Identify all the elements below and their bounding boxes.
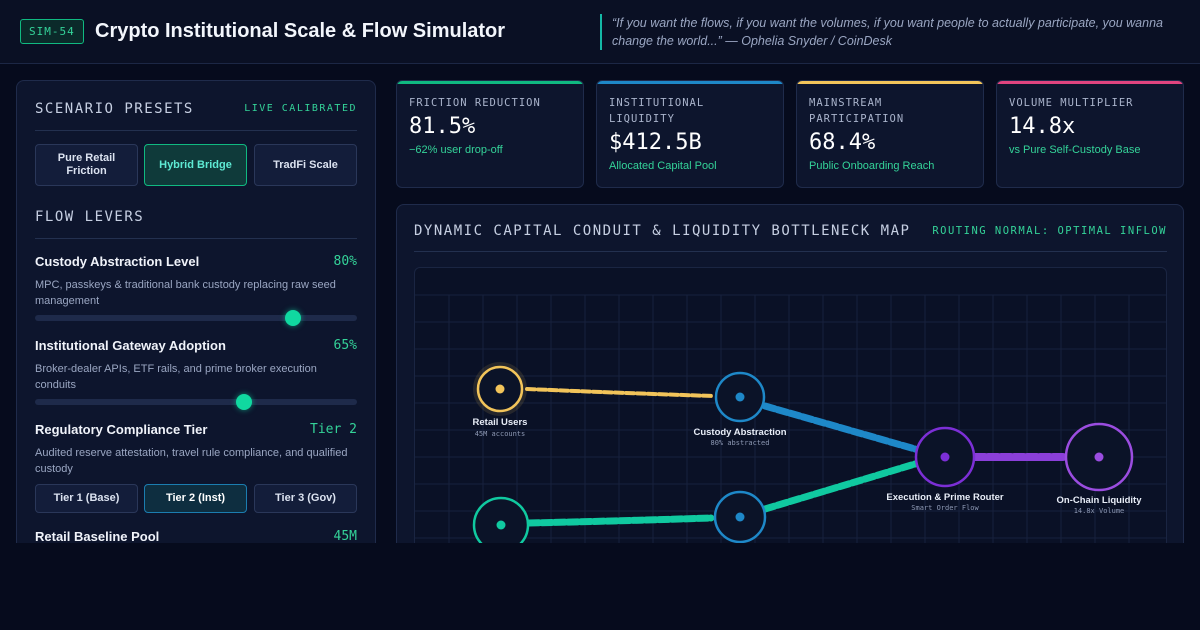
kpi-label: INSTITUTIONAL LIQUIDITY bbox=[609, 97, 705, 125]
onchain-liquidity-label: On-Chain Liquidity bbox=[1057, 495, 1143, 506]
custody-to-router-flow bbox=[761, 402, 919, 453]
gateway-lever-value: 65% bbox=[333, 338, 357, 353]
bottleneck-map-panel: DYNAMIC CAPITAL CONDUIT & LIQUIDITY BOTT… bbox=[396, 204, 1184, 564]
app-header: SIM-54 Crypto Institutional Scale & Flow… bbox=[0, 0, 1200, 64]
kpi-subtext: vs Pure Self-Custody Base bbox=[1009, 144, 1141, 156]
kpi-value: 68.4% bbox=[809, 130, 876, 155]
custody-slider[interactable] bbox=[35, 310, 357, 326]
kpi-friction-reduction: FRICTION REDUCTION 81.5% −62% user drop-… bbox=[396, 80, 584, 188]
flow-map-svg: Retail Users 45M accounts Custody Abstra… bbox=[415, 294, 1166, 563]
flow-map-canvas: Retail Users 45M accounts Custody Abstra… bbox=[414, 267, 1167, 563]
kpi-subtext: Public Onboarding Reach bbox=[809, 160, 935, 172]
retail-to-custody-flow bbox=[525, 387, 715, 398]
map-divider bbox=[414, 251, 1167, 252]
presets-title: SCENARIO PRESETS bbox=[35, 101, 194, 117]
execution-router-node[interactable]: Execution & Prime Router Smart Order Flo… bbox=[886, 426, 1004, 512]
kpi-mainstream-participation: MAINSTREAM PARTICIPATION 68.4% Public On… bbox=[796, 80, 984, 188]
page-bottom-backdrop bbox=[0, 543, 1200, 630]
custody-lever-desc: MPC, passkeys & traditional bank custody… bbox=[35, 279, 336, 307]
kpi-value: $412.5B bbox=[609, 130, 702, 155]
institutional-to-gateway-flow bbox=[525, 514, 715, 527]
custody-abstraction-sub: 80% abstracted bbox=[710, 439, 769, 447]
routing-status: ROUTING NORMAL: OPTIMAL INFLOW bbox=[932, 225, 1167, 237]
app-title: Crypto Institutional Scale & Flow Simula… bbox=[95, 20, 506, 42]
kpi-label: MAINSTREAM PARTICIPATION bbox=[809, 97, 905, 125]
map-title: DYNAMIC CAPITAL CONDUIT & LIQUIDITY BOTT… bbox=[414, 223, 911, 239]
presets-header: SCENARIO PRESETS LIVE CALIBRATED bbox=[35, 99, 357, 131]
onchain-liquidity-node[interactable]: On-Chain Liquidity 14.8x Volume bbox=[1057, 422, 1143, 515]
custody-slider-thumb[interactable] bbox=[284, 310, 301, 326]
levers-header: FLOW LEVERS bbox=[35, 207, 357, 239]
preset-hybrid-bridge-button[interactable]: Hybrid Bridge bbox=[144, 144, 247, 186]
custody-lever-label: Custody Abstraction Level bbox=[35, 254, 200, 269]
tier-2-button[interactable]: Tier 2 (Inst) bbox=[144, 484, 247, 513]
preset-tradfi-scale-button[interactable]: TradFi Scale bbox=[254, 144, 357, 186]
gateway-slider-thumb[interactable] bbox=[236, 394, 253, 410]
execution-router-label: Execution & Prime Router bbox=[886, 492, 1003, 503]
kpi-subtext: Allocated Capital Pool bbox=[609, 160, 717, 172]
preset-pure-retail-button[interactable]: Pure Retail Friction bbox=[35, 144, 138, 186]
retail-users-sub: 45M accounts bbox=[475, 430, 526, 438]
tier-1-button[interactable]: Tier 1 (Base) bbox=[35, 484, 138, 513]
live-calibrated-tag: LIVE CALIBRATED bbox=[244, 103, 357, 114]
compliance-lever-label: Regulatory Compliance Tier bbox=[35, 422, 208, 437]
execution-router-sub: Smart Order Flow bbox=[911, 504, 979, 512]
levers-title: FLOW LEVERS bbox=[35, 209, 145, 225]
custody-abstraction-label: Custody Abstraction bbox=[693, 427, 786, 438]
kpi-label: VOLUME MULTIPLIER bbox=[1009, 97, 1134, 109]
retail-users-node[interactable]: Retail Users 45M accounts bbox=[473, 362, 528, 438]
gateway-to-router-flow bbox=[761, 460, 919, 513]
kpi-accent-bar bbox=[797, 81, 983, 84]
retail-pool-value: 45M bbox=[333, 529, 357, 544]
kpi-accent-bar bbox=[397, 81, 583, 84]
kpi-volume-multiplier: VOLUME MULTIPLIER 14.8x vs Pure Self-Cus… bbox=[996, 80, 1184, 188]
sim-badge: SIM-54 bbox=[20, 19, 84, 44]
kpi-value: 14.8x bbox=[1009, 114, 1076, 139]
custody-lever-value: 80% bbox=[333, 254, 357, 269]
gateway-slider[interactable] bbox=[35, 394, 357, 410]
kpi-accent-bar bbox=[997, 81, 1183, 84]
kpi-label: FRICTION REDUCTION bbox=[409, 97, 541, 109]
gateway-lever-label: Institutional Gateway Adoption bbox=[35, 338, 226, 353]
header-quote: “If you want the flows, if you want the … bbox=[600, 14, 1180, 50]
compliance-lever-value: Tier 2 bbox=[310, 422, 357, 437]
kpi-subtext: −62% user drop-off bbox=[409, 144, 503, 156]
compliance-lever-desc: Audited reserve attestation, travel rule… bbox=[35, 447, 348, 475]
retail-pool-label: Retail Baseline Pool bbox=[35, 529, 160, 544]
kpi-value: 81.5% bbox=[409, 114, 476, 139]
kpi-institutional-liquidity: INSTITUTIONAL LIQUIDITY $412.5B Allocate… bbox=[596, 80, 784, 188]
tier-3-button[interactable]: Tier 3 (Gov) bbox=[254, 484, 357, 513]
control-panel: SCENARIO PRESETS LIVE CALIBRATED Pure Re… bbox=[16, 80, 376, 560]
retail-users-label: Retail Users bbox=[473, 417, 528, 428]
onchain-liquidity-sub: 14.8x Volume bbox=[1074, 507, 1125, 515]
gateway-lever-desc: Broker-dealer APIs, ETF rails, and prime… bbox=[35, 363, 317, 391]
custody-abstraction-node[interactable]: Custody Abstraction 80% abstracted bbox=[693, 371, 787, 447]
gateway-node[interactable] bbox=[713, 490, 767, 544]
kpi-accent-bar bbox=[597, 81, 783, 84]
